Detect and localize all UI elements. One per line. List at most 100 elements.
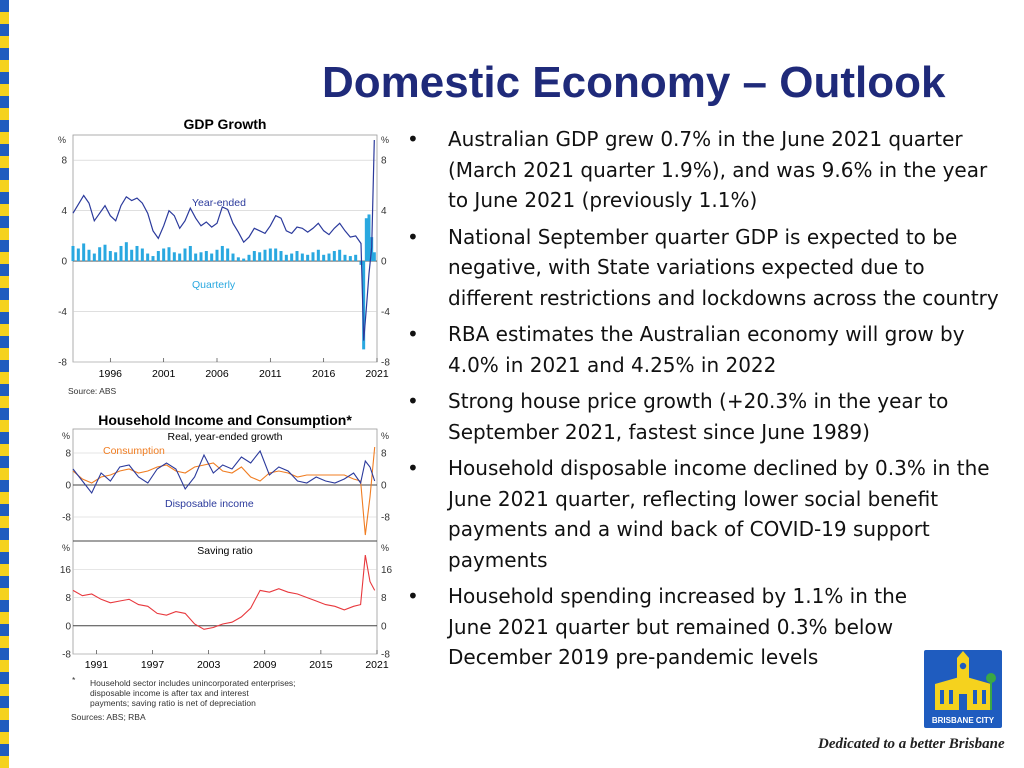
x-tick-label: 2001	[152, 368, 176, 380]
x-tick-label: 1997	[141, 659, 165, 671]
y-tick-label-left: -8	[62, 650, 71, 661]
quarterly-bar	[258, 252, 262, 262]
chart-source: Source: ABS	[68, 386, 117, 396]
y-tick-label-left: 0	[65, 621, 71, 632]
plot-frame	[72, 134, 378, 363]
y-tick-label-left: 4	[61, 206, 67, 217]
y-tick-label-right: 16	[381, 565, 393, 576]
y-tick-label-right: 4	[381, 206, 387, 217]
quarterly-bar	[354, 254, 358, 262]
quarterly-bar	[119, 245, 123, 262]
quarterly-bar	[316, 249, 320, 262]
quarterly-bar	[194, 253, 198, 262]
quarterly-bar	[343, 254, 347, 262]
y-tick-label-left: 8	[65, 593, 71, 604]
series-label-quarterly: Quarterly	[192, 279, 236, 291]
bullet-marker: •	[407, 127, 419, 151]
quarterly-bar	[162, 248, 166, 262]
year-ended-line	[72, 139, 375, 341]
quarterly-bar	[290, 253, 294, 262]
y-tick-label-left: 0	[65, 481, 71, 492]
plot-frame	[72, 428, 378, 655]
quarterly-bar	[151, 256, 155, 262]
quarterly-bar	[167, 247, 171, 262]
quarterly-bar	[279, 251, 283, 262]
charts-panel: GDP Growth% % 8 8 4 4 0 0 -4 -4 -8 -8 1996 2001 2006 20…	[58, 116, 393, 722]
quarterly-bar	[242, 258, 246, 262]
unit-label-left: %	[58, 135, 66, 145]
x-tick-label: 1996	[99, 368, 123, 380]
quarterly-bar	[204, 251, 208, 262]
quarterly-bar	[71, 245, 75, 262]
series-line	[72, 446, 376, 536]
quarterly-bar	[300, 253, 304, 262]
quarterly-bar	[322, 254, 326, 262]
unit-label-left: %	[62, 543, 70, 553]
slide-title: Domestic Economy – Outlook	[322, 58, 946, 107]
bullet-list: • Australian GDP grew 0.7% in the June 20…	[405, 124, 1005, 679]
gdp-growth-chart: GDP Growth% % 8 8 4 4 0 0 -4 -4 -8 -8 1996 2001 2006 20…	[58, 116, 390, 396]
x-tick-label: 2021	[365, 659, 389, 671]
quarterly-bar	[348, 256, 352, 262]
bullet-text: Strong house price growth (+20.3% in the…	[448, 389, 949, 444]
y-tick-label-right: 8	[381, 593, 387, 604]
quarterly-bar	[231, 253, 235, 262]
x-tick-label: 2015	[309, 659, 333, 671]
bullet-marker: •	[407, 456, 419, 480]
quarterly-bar	[124, 242, 128, 262]
y-tick-label-left: -8	[62, 513, 71, 524]
series-line	[72, 449, 376, 495]
series-label-consumption: Consumption	[103, 445, 165, 457]
bullet-item: • RBA estimates the Australian economy wi…	[405, 319, 1005, 380]
quarterly-bar	[306, 254, 310, 262]
quarterly-bar	[327, 253, 331, 262]
bullet-text: Australian GDP grew 0.7% in the June 202…	[448, 127, 988, 212]
y-tick-label-right: -8	[381, 513, 390, 524]
quarterly-bar	[178, 253, 182, 262]
x-tick-label: 1991	[85, 659, 109, 671]
x-tick-label: 2009	[253, 659, 277, 671]
bullet-text: RBA estimates the Australian economy wil…	[448, 322, 965, 377]
quarterly-bar	[103, 244, 107, 262]
quarterly-bar	[220, 245, 224, 262]
quarterly-bar	[76, 248, 80, 262]
x-tick-label: 2003	[197, 659, 221, 671]
quarterly-bar	[226, 248, 230, 262]
quarterly-bar	[252, 251, 256, 262]
quarterly-bar	[114, 252, 118, 262]
y-tick-label-left: -4	[58, 307, 67, 318]
x-tick-label: 2021	[365, 368, 389, 380]
unit-label-right: %	[381, 135, 389, 145]
quarterly-bar	[82, 243, 86, 262]
unit-label-right: %	[381, 431, 389, 441]
unit-label-right: %	[381, 543, 389, 553]
quarterly-bar	[295, 251, 299, 262]
quarterly-bar	[274, 248, 278, 262]
quarterly-bar	[263, 249, 267, 262]
quarterly-bar	[215, 249, 219, 262]
y-tick-label-left: 0	[61, 257, 67, 268]
quarterly-bar	[199, 252, 203, 262]
quarterly-bar	[183, 248, 187, 262]
quarterly-bar	[98, 247, 102, 262]
series-label-year-ended: Year-ended	[192, 197, 246, 209]
bullet-marker: •	[407, 322, 419, 346]
y-tick-label-right: -4	[381, 307, 390, 318]
y-tick-label-right: 8	[381, 156, 387, 167]
brisbane-city-logo: BRISBANE CITY	[924, 650, 1002, 728]
bullet-text: National September quarter GDP is expect…	[448, 224, 999, 310]
y-tick-label-right: -8	[381, 358, 390, 369]
quarterly-bar	[332, 251, 336, 262]
quarterly-bar	[108, 251, 112, 262]
quarterly-bar	[367, 214, 371, 262]
x-tick-label: 2006	[205, 368, 229, 380]
city-hall-clock-tower-icon	[935, 651, 996, 710]
household-income-consumption-chart: Household Income and Consumption* Real, y…	[60, 412, 393, 722]
bullet-item: • Household disposable income declined by…	[405, 453, 1005, 575]
bullet-text: Household spending increased by 1.1% in …	[448, 584, 908, 669]
quarterly-bar	[130, 249, 134, 262]
y-tick-label-right: 0	[381, 481, 387, 492]
chart-title: GDP Growth	[184, 116, 267, 132]
bullet-item: • Australian GDP grew 0.7% in the June 20…	[405, 124, 1005, 216]
quarterly-bar	[135, 245, 139, 262]
